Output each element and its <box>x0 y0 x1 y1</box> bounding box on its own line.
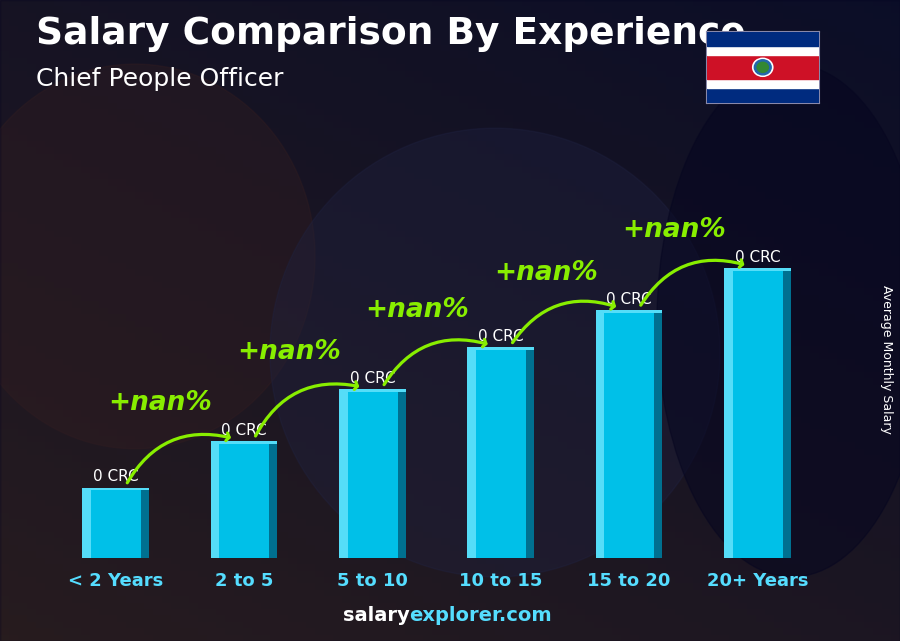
Bar <box>82 488 149 558</box>
Bar <box>398 389 406 558</box>
Text: 0 CRC: 0 CRC <box>221 422 266 438</box>
Bar <box>596 310 604 558</box>
Bar <box>82 488 149 490</box>
Circle shape <box>752 58 773 76</box>
Text: +nan%: +nan% <box>622 217 725 244</box>
Circle shape <box>757 62 769 72</box>
Bar <box>596 310 662 558</box>
Text: 0 CRC: 0 CRC <box>93 469 139 484</box>
Bar <box>706 32 819 46</box>
Text: Salary Comparison By Experience: Salary Comparison By Experience <box>36 16 746 52</box>
Text: 0 CRC: 0 CRC <box>349 371 395 386</box>
Bar <box>467 347 534 350</box>
Circle shape <box>754 60 771 75</box>
Bar <box>467 347 476 558</box>
Text: 0 CRC: 0 CRC <box>478 329 524 344</box>
Text: Average Monthly Salary: Average Monthly Salary <box>880 285 893 433</box>
Bar <box>467 347 534 558</box>
Bar <box>339 389 406 392</box>
Bar <box>706 79 819 88</box>
Bar <box>339 389 406 558</box>
Bar <box>211 441 277 444</box>
Text: 0 CRC: 0 CRC <box>734 249 780 265</box>
Text: +nan%: +nan% <box>494 260 598 285</box>
Text: +nan%: +nan% <box>237 339 341 365</box>
Bar <box>724 268 733 558</box>
Bar <box>724 268 791 558</box>
Bar <box>211 441 220 558</box>
Text: explorer.com: explorer.com <box>410 606 552 625</box>
Text: +nan%: +nan% <box>109 390 212 417</box>
Ellipse shape <box>657 64 900 577</box>
Bar <box>706 88 819 103</box>
Text: Chief People Officer: Chief People Officer <box>36 67 284 91</box>
Bar <box>526 347 534 558</box>
Bar <box>706 46 819 55</box>
Bar <box>654 310 662 558</box>
Bar <box>339 389 347 558</box>
Ellipse shape <box>270 128 720 577</box>
Bar <box>269 441 277 558</box>
Text: 0 CRC: 0 CRC <box>607 292 652 306</box>
Bar <box>724 268 791 271</box>
Ellipse shape <box>0 64 315 449</box>
Bar <box>706 55 819 79</box>
Text: +nan%: +nan% <box>365 297 469 323</box>
Bar <box>141 488 149 558</box>
Bar <box>783 268 791 558</box>
Bar <box>82 488 91 558</box>
Bar <box>211 441 277 558</box>
Bar <box>596 310 662 313</box>
Text: salary: salary <box>343 606 410 625</box>
